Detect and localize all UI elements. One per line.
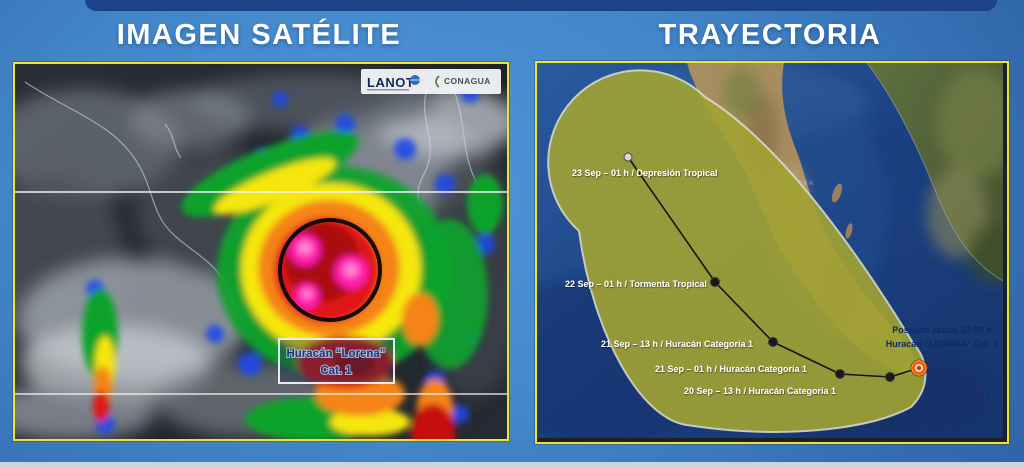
waypoint-dot-depresion (623, 152, 633, 162)
forecast-cone (547, 69, 927, 433)
waypoint-dot-huracan-21-01 (835, 369, 845, 379)
waypoint-dot-huracan-21-13 (768, 337, 778, 347)
waypoint-label-1: 22 Sep – 01 h / Tormenta Tropical (565, 279, 707, 289)
waypoint-label-3: 21 Sep – 01 h / Huracán Categoría 1 (655, 364, 807, 374)
eyewall-magenta-cells (289, 234, 368, 309)
trajectory-panel-title: TRAYECTORIA (658, 19, 882, 51)
waypoint-label-2: 21 Sep – 13 h / Huracán Categoría 1 (601, 339, 753, 349)
gulf-island (831, 183, 843, 203)
waypoint-dot-tormenta (710, 277, 720, 287)
island-coastline (164, 123, 182, 159)
track-line (627, 156, 920, 378)
waypoint-labels: 23 Sep – 01 h / Depresión Tropical 22 Se… (565, 168, 836, 396)
logos-box: LANOT CONAGUA (361, 69, 501, 94)
current-position-marker (910, 359, 928, 377)
waypoint-label-4: 20 Sep – 13 h / Huracán Categoría 1 (684, 386, 836, 396)
current-position-label: Posición actual 07:00 h Huracán “LORENA”… (886, 325, 999, 349)
current-position-line2: Huracán “LORENA” Cat. 1 (886, 339, 999, 349)
hurricane-eye-circle (278, 218, 382, 322)
trajectory-map: BAJA CALIFORNIA SUR 23 Sep – 01 h / Depr… (537, 63, 1003, 438)
mainland-coast-edge (866, 63, 1003, 282)
top-accent-bar (85, 0, 997, 11)
mainland-landmass (866, 63, 1003, 283)
gulf-island (845, 223, 853, 239)
storm-label-name: Huracán “Lorena” (286, 348, 385, 360)
storm-label-category: Cat. 1 (320, 365, 352, 377)
lanot-logo: LANOT (367, 75, 414, 90)
waypoint-dot-huracan-20-13 (885, 372, 895, 382)
lanot-logo-underline (367, 89, 409, 91)
satellite-image: LANOT CONAGUA Huracán “Lorena” Cat. 1 (15, 64, 507, 439)
satellite-image-panel: LANOT CONAGUA Huracán “Lorena” Cat. 1 (13, 62, 509, 441)
current-position-line1: Posición actual 07:00 h (892, 325, 992, 335)
satellite-panel-title: IMAGEN SATÉLITE (116, 19, 402, 51)
bottom-strip (0, 462, 1024, 467)
waypoint-label-0: 23 Sep – 01 h / Depresión Tropical (572, 168, 718, 178)
conagua-drop-icon (435, 75, 440, 88)
trajectory-map-panel: BAJA CALIFORNIA SUR 23 Sep – 01 h / Depr… (535, 61, 1009, 444)
conagua-logo: CONAGUA (444, 76, 491, 86)
storm-label-box: Huracán “Lorena” Cat. 1 (278, 338, 395, 384)
